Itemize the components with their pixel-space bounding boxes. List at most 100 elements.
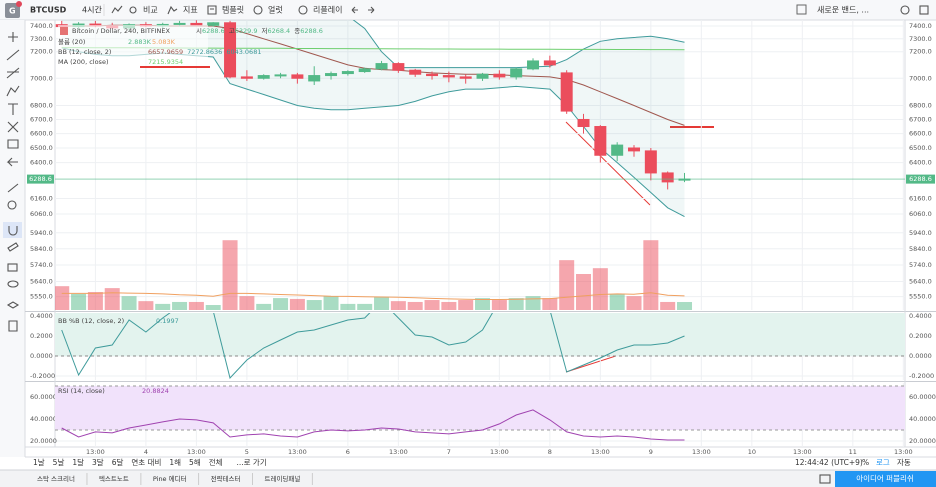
volume-bar [273,298,289,310]
y-tick-label-left: 5640.0 [30,278,53,286]
goto-date[interactable]: ...로 가기 [237,458,267,467]
indicator-name: RSI (14, close) [58,387,105,395]
range-button[interactable]: 1해 [169,457,181,467]
x-tick-label: 13:00 [490,448,509,456]
fullscreen-icon[interactable] [919,5,929,15]
volume-bar [592,268,608,310]
layers-tool[interactable] [6,301,20,309]
range-button[interactable]: 5날 [53,457,65,467]
ohlc-key: 고 [229,27,235,35]
footer-tab[interactable]: Pine 에디터 [153,474,187,483]
bb-basis-value: 6657.9659 [148,48,183,56]
lock-tool[interactable] [7,263,18,272]
pattern-tool-2[interactable] [7,121,19,133]
snapshot-icon[interactable] [819,474,831,484]
volume-bar [357,303,373,310]
alert[interactable]: 얼럿 [268,5,283,15]
candle-body [173,22,186,25]
range-button[interactable]: 1날 [33,457,45,467]
candle-body [409,69,422,75]
candle-body [510,68,523,78]
layout-name[interactable]: 새로운 밴드, ... [817,6,869,15]
footer-tab[interactable]: 트레이딩패널 [264,474,300,483]
indicator-legend: RSI (14, close) 20.8824 [58,387,169,395]
range-bar: 1날 5날 1달 3달 6달 연초 대비 1해 5해 전체 ...로 가기 12:44:42 (UT… [33,457,911,467]
settings-icon[interactable] [900,5,910,15]
fib-tool[interactable] [6,67,20,79]
volume-bar [374,296,390,310]
range-button[interactable]: 5해 [189,457,201,467]
candle-body [493,73,506,78]
alert-icon[interactable] [253,5,263,15]
stay-drawing-tool[interactable] [7,242,19,252]
replay-icon[interactable] [298,5,308,15]
y-tick-label-left: 40.0000 [30,415,57,423]
symbol[interactable]: BTCUSD [30,6,67,15]
y-tick-label-left: -0.2000 [30,372,55,380]
range-button[interactable]: 6달 [112,458,124,467]
ma-value: 7215.9354 [148,58,183,66]
candle-body [459,76,472,79]
drawings [565,121,714,206]
indicator-pane [55,313,905,380]
y-tick-label: 60.0000 [909,393,936,401]
footer-tab[interactable]: 전략테스터 [211,474,241,483]
ruler-tool[interactable] [7,183,19,193]
footer-tab[interactable]: 텍스트노트 [99,475,129,483]
percent-toggle[interactable]: % [862,458,869,467]
undo-redo[interactable] [351,6,375,14]
replay[interactable]: 리플레이 [313,5,342,15]
zoom-tool[interactable] [7,200,17,210]
indicator-icon[interactable] [167,5,178,15]
footer [0,470,936,487]
range-button[interactable]: 3달 [92,458,104,467]
y-tick-label-left: 6500.0 [30,144,53,152]
delete-tool[interactable] [8,320,18,332]
interval[interactable]: 4시간 [82,5,102,15]
crosshair-tool[interactable] [8,32,18,42]
template-icon[interactable] [207,5,217,15]
candle-body [611,144,624,156]
volume-bar [441,301,457,310]
magnet-active[interactable] [3,222,22,238]
templates[interactable]: 템플릿 [222,5,244,15]
volume-bar [643,240,659,310]
auto-toggle[interactable]: 자동 [897,458,911,467]
bb-upper-value: 7272.8636 [187,48,222,56]
last-price-label: 6288.6 [909,175,932,183]
y-tick-label-left: 5740.0 [30,261,53,269]
y-tick-label: 0.0000 [909,352,932,360]
magnet-tool[interactable] [8,226,18,236]
text-tool[interactable] [8,103,18,115]
top-toolbar [0,0,936,20]
compare[interactable]: 비교 [143,6,158,15]
y-tick-label-left: 20.0000 [30,437,57,445]
arrow-tool[interactable] [6,157,18,167]
range-button[interactable]: 연초 대비 [131,458,161,467]
indicators[interactable]: 지표 [183,6,198,15]
candle-body [392,63,405,71]
prediction-tool[interactable] [7,139,19,149]
chart-type-icon[interactable] [111,5,123,14]
volume-bar [491,300,507,310]
volume-bar [205,305,221,310]
volume-bar [71,293,87,310]
range-button[interactable]: 전체 [209,457,223,467]
pattern-tool[interactable] [6,85,20,97]
visibility-tool[interactable] [7,280,19,288]
layout-checkbox[interactable] [796,4,807,15]
publish-button[interactable] [835,471,936,487]
volume-bar [104,288,120,310]
logo[interactable] [5,3,20,18]
legend-icon [60,27,68,35]
indicator-legend: BB %B (12, close, 2) 0.1997 [58,317,179,325]
x-tick-label: 13:00 [86,448,105,456]
volume-ma-value: 5.083K [152,38,176,46]
range-button[interactable]: 1달 [72,458,84,467]
candle-body [358,68,371,73]
trendline-tool[interactable] [6,49,20,61]
compare-icon[interactable] [129,6,137,14]
log-toggle[interactable]: 로그 [876,458,890,467]
candle-body [661,172,674,183]
footer-tab[interactable]: 스탁 스크리너 [37,474,75,483]
